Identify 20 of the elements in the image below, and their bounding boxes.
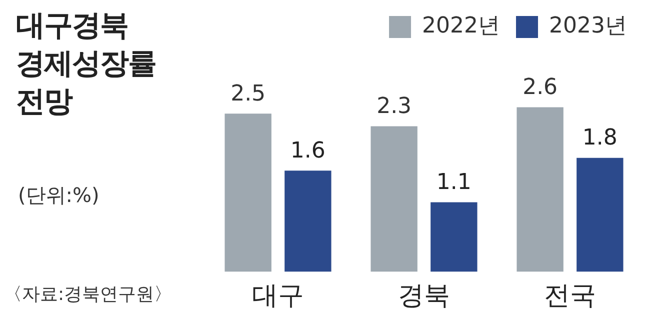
bar	[576, 158, 624, 272]
data-label: 2.6	[522, 75, 558, 100]
text: (단위:%)	[18, 182, 100, 209]
bar	[430, 202, 478, 272]
chart-title: 대구경북 경제성장률 전망	[16, 7, 157, 120]
bar	[516, 107, 564, 272]
legend-label: 2022년	[422, 14, 500, 39]
data-label: 1.6	[290, 138, 326, 164]
data-label: 2.5	[230, 81, 266, 106]
bar	[284, 170, 332, 272]
text: 〈자료:경북연구원〉	[4, 283, 172, 306]
x-tick-label: 전국	[544, 281, 596, 312]
legend-label: 2023년	[549, 14, 628, 39]
x-tick-label: 경북	[398, 281, 450, 312]
x-tick-label: 대구	[252, 281, 304, 312]
bar	[224, 114, 272, 272]
data-label: 2.3	[376, 94, 412, 120]
data-label: 1.1	[436, 170, 472, 195]
data-label: 1.8	[582, 126, 618, 151]
bar	[370, 126, 418, 272]
